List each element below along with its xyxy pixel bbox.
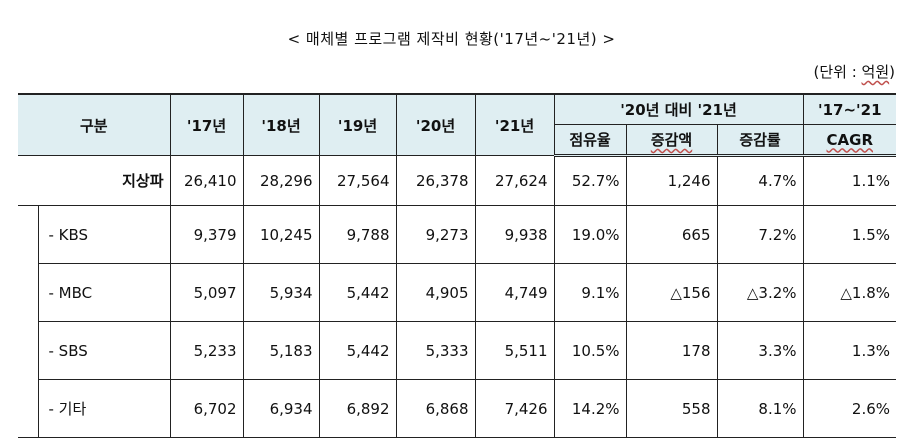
- cell-2020: 4,905: [395, 263, 476, 322]
- header-change-rate: 증감률: [716, 124, 804, 157]
- cell-2017: 9,379: [169, 205, 244, 264]
- cell-2020: 9,273: [395, 205, 476, 264]
- indent-spacer: [18, 263, 39, 322]
- indent-spacer: [18, 205, 39, 264]
- cell-share: 19.0%: [553, 205, 627, 264]
- cell-share: 10.5%: [553, 321, 627, 380]
- cell-change-amount: 178: [625, 321, 718, 380]
- header-category: 구분: [18, 93, 171, 156]
- header-compare-group: '20년 대비 '21년: [553, 93, 804, 125]
- indent-spacer: [18, 321, 39, 380]
- row-label: 지상파: [18, 155, 171, 206]
- header-2020: '20년: [395, 93, 476, 156]
- cell-2020: 26,378: [395, 155, 476, 206]
- header-2021: '21년: [474, 93, 555, 156]
- cell-2019: 27,564: [318, 155, 397, 206]
- cell-change-amount: 665: [625, 205, 718, 264]
- cell-change-rate: 7.2%: [716, 205, 804, 264]
- header-change-amount: 증감액: [625, 124, 718, 157]
- header-cagr: CAGR: [802, 124, 897, 157]
- cell-2017: 5,097: [169, 263, 244, 322]
- cell-2018: 5,183: [242, 321, 320, 380]
- cell-change-amount: 1,246: [625, 155, 718, 206]
- cell-2021: 4,749: [474, 263, 555, 322]
- cell-2017: 5,233: [169, 321, 244, 380]
- table-row: - MBC 5,097 5,934 5,442 4,905 4,749 9.1%…: [18, 263, 897, 322]
- cell-change-rate: 3.3%: [716, 321, 804, 380]
- cell-share: 52.7%: [553, 155, 627, 206]
- production-cost-table: 구분 '17년 '18년 '19년 '20년 '21년 '20년 대비 '21년…: [18, 93, 897, 438]
- table-row: 지상파 26,410 28,296 27,564 26,378 27,624 5…: [18, 155, 897, 206]
- cell-change-rate: 4.7%: [716, 155, 804, 206]
- row-label: - KBS: [37, 205, 171, 264]
- cell-change-amount: △156: [625, 263, 718, 322]
- cell-2018: 28,296: [242, 155, 320, 206]
- cell-2018: 5,934: [242, 263, 320, 322]
- cell-2020: 5,333: [395, 321, 476, 380]
- unit-label: (단위 : 억원): [813, 61, 895, 82]
- cell-2021: 9,938: [474, 205, 555, 264]
- header-2018: '18년: [242, 93, 320, 156]
- table-row: - KBS 9,379 10,245 9,788 9,273 9,938 19.…: [18, 205, 897, 264]
- cell-change-rate: △3.2%: [716, 263, 804, 322]
- header-change-amount-text: 증감액: [650, 131, 693, 149]
- unit-word: 억원: [861, 63, 890, 81]
- cell-2017: 26,410: [169, 155, 244, 206]
- header-cagr-text: CAGR: [826, 130, 873, 149]
- cell-2021: 27,624: [474, 155, 555, 206]
- row-label: - MBC: [37, 263, 171, 322]
- cell-cagr: 1.3%: [802, 321, 897, 380]
- row-label: - SBS: [37, 321, 171, 380]
- cell-share: 9.1%: [553, 263, 627, 322]
- unit-suffix: ): [889, 63, 895, 81]
- table-title: < 매체별 프로그램 제작비 현황('17년~'21년) >: [287, 30, 616, 48]
- cell-2018: 10,245: [242, 205, 320, 264]
- cell-cagr: 1.5%: [802, 205, 897, 264]
- header-share: 점유율: [554, 124, 627, 157]
- cell-2019: 9,788: [318, 205, 397, 264]
- cell-2021: 5,511: [474, 321, 555, 380]
- cell-2019: 5,442: [318, 263, 397, 322]
- cell-cagr: 1.1%: [802, 155, 897, 206]
- cell-2019: 5,442: [318, 321, 397, 380]
- header-2019: '19년: [318, 93, 397, 156]
- unit-prefix: (단위 :: [813, 63, 862, 81]
- table-row: - SBS 5,233 5,183 5,442 5,333 5,511 10.5…: [18, 321, 897, 380]
- header-cagr-group: '17~'21: [802, 93, 897, 125]
- cell-cagr: △1.8%: [802, 263, 897, 322]
- header-2017: '17년: [169, 93, 244, 156]
